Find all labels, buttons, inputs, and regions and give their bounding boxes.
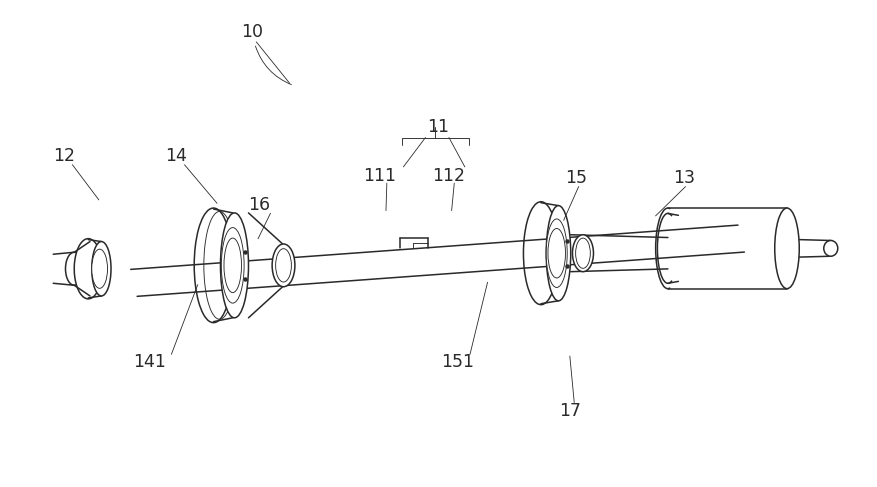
Text: 16: 16 <box>248 196 270 214</box>
Text: 10: 10 <box>241 23 263 41</box>
Ellipse shape <box>546 206 571 301</box>
Ellipse shape <box>224 238 241 293</box>
Ellipse shape <box>573 235 594 272</box>
Ellipse shape <box>272 244 295 287</box>
Text: 12: 12 <box>53 147 75 165</box>
Text: 14: 14 <box>165 147 187 165</box>
Text: 112: 112 <box>432 167 466 185</box>
Ellipse shape <box>92 242 111 296</box>
Text: 17: 17 <box>559 402 581 420</box>
Ellipse shape <box>221 227 244 303</box>
Text: 141: 141 <box>133 354 166 372</box>
Ellipse shape <box>824 241 838 256</box>
Text: 11: 11 <box>427 118 450 136</box>
Ellipse shape <box>575 238 590 268</box>
Text: 151: 151 <box>441 354 474 372</box>
Text: 15: 15 <box>565 169 587 187</box>
Text: 13: 13 <box>673 169 695 187</box>
Text: 111: 111 <box>363 167 396 185</box>
Ellipse shape <box>275 249 291 282</box>
Ellipse shape <box>220 213 248 318</box>
Ellipse shape <box>92 249 108 288</box>
Ellipse shape <box>548 228 566 278</box>
Ellipse shape <box>546 219 567 287</box>
Ellipse shape <box>774 208 799 289</box>
